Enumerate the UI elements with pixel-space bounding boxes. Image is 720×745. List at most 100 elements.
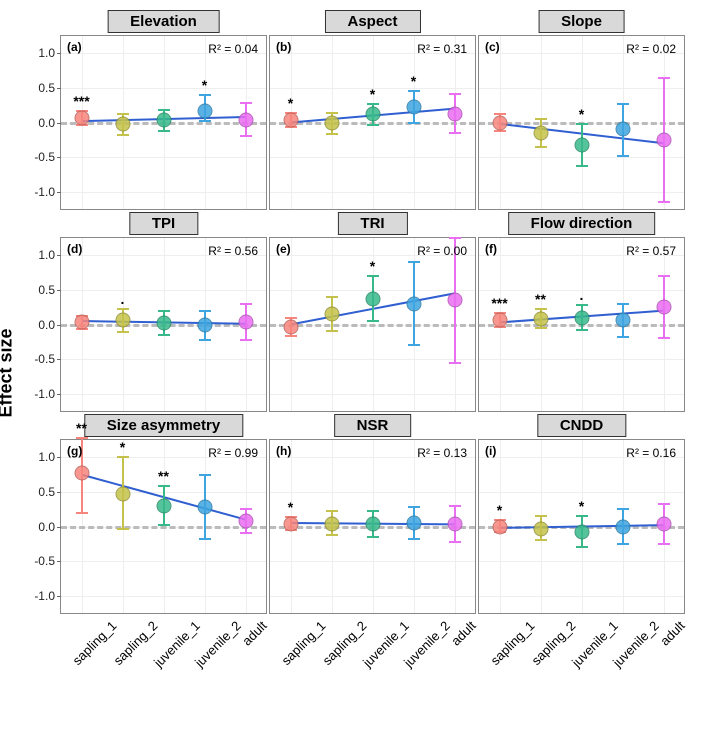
significance-marker: * xyxy=(288,499,293,515)
panel: Flow direction*****.(f)R² = 0.57 xyxy=(478,237,685,412)
error-cap xyxy=(617,336,629,338)
data-point xyxy=(492,313,507,328)
error-cap xyxy=(76,512,88,514)
significance-marker: * xyxy=(370,86,375,102)
error-cap xyxy=(199,120,211,122)
significance-marker: * xyxy=(411,73,416,89)
error-cap xyxy=(408,90,420,92)
error-cap xyxy=(76,437,88,439)
r-squared: R² = 0.02 xyxy=(626,42,676,56)
data-point xyxy=(197,318,212,333)
x-tick-label: adult xyxy=(657,618,688,649)
significance-marker: . xyxy=(121,291,125,307)
y-tick-label: -0.5 xyxy=(34,352,55,366)
y-tick-label: 0.5 xyxy=(38,485,55,499)
data-point xyxy=(197,103,212,118)
error-cap xyxy=(158,109,170,111)
error-cap xyxy=(326,112,338,114)
error-cap xyxy=(408,538,420,540)
data-point xyxy=(492,115,507,130)
data-point xyxy=(238,112,253,127)
data-point xyxy=(533,521,548,536)
panel-cell: Size asymmetry-1.0-0.50.00.51.0*****(g)R… xyxy=(60,414,265,727)
data-point xyxy=(533,125,548,140)
significance-marker: ** xyxy=(158,468,169,484)
panel-grid: Elevation-1.0-0.50.00.51.0****(a)R² = 0.… xyxy=(60,10,683,727)
error-cap xyxy=(199,339,211,341)
error-cap xyxy=(240,303,252,305)
error-cap xyxy=(576,329,588,331)
panel-letter: (a) xyxy=(67,40,82,54)
error-cap xyxy=(367,536,379,538)
error-cap xyxy=(658,543,670,545)
error-cap xyxy=(199,538,211,540)
error-cap xyxy=(617,103,629,105)
error-cap xyxy=(285,335,297,337)
error-cap xyxy=(326,534,338,536)
error-cap xyxy=(240,339,252,341)
error-cap xyxy=(199,94,211,96)
panel-title: Aspect xyxy=(324,10,420,33)
r-squared: R² = 0.31 xyxy=(417,42,467,56)
error-cap xyxy=(535,118,547,120)
significance-marker: * xyxy=(288,95,293,111)
data-point xyxy=(156,498,171,513)
y-tick-label: 0.5 xyxy=(38,283,55,297)
error-cap xyxy=(367,320,379,322)
r-squared: R² = 0.00 xyxy=(417,244,467,258)
y-tick-label: 0.5 xyxy=(38,81,55,95)
data-point xyxy=(238,513,253,528)
r-squared: R² = 0.56 xyxy=(208,244,258,258)
data-point xyxy=(615,519,630,534)
panel-cell: Aspect***(b)R² = 0.31 xyxy=(269,10,474,208)
r-squared: R² = 0.04 xyxy=(208,42,258,56)
data-point xyxy=(406,100,421,115)
panel: Slope*(c)R² = 0.02 xyxy=(478,35,685,210)
x-tick-label: sapling_1 xyxy=(278,618,328,668)
panel: Aspect***(b)R² = 0.31 xyxy=(269,35,476,210)
error-cap xyxy=(367,510,379,512)
data-point xyxy=(365,517,380,532)
error-cap xyxy=(240,532,252,534)
significance-marker: * xyxy=(120,439,125,455)
data-point xyxy=(656,300,671,315)
error-cap xyxy=(449,237,461,239)
panel-title: Slope xyxy=(538,10,625,33)
error-cap xyxy=(199,474,211,476)
error-cap xyxy=(449,132,461,134)
error-cap xyxy=(617,543,629,545)
error-cap xyxy=(535,327,547,329)
significance-marker: * xyxy=(202,77,207,93)
error-cap xyxy=(494,130,506,132)
figure: Effect size Elevation-1.0-0.50.00.51.0**… xyxy=(0,0,720,745)
panel-letter: (d) xyxy=(67,242,82,256)
error-cap xyxy=(158,334,170,336)
significance-marker: . xyxy=(580,287,584,303)
error-cap xyxy=(658,275,670,277)
data-point xyxy=(656,132,671,147)
error-cap xyxy=(117,113,129,115)
data-point xyxy=(324,307,339,322)
panel-letter: (e) xyxy=(276,242,291,256)
panel-letter: (g) xyxy=(67,444,82,458)
data-point xyxy=(74,111,89,126)
error-cap xyxy=(240,135,252,137)
x-tick-label: adult xyxy=(239,618,270,649)
data-point xyxy=(115,486,130,501)
data-point xyxy=(156,113,171,128)
x-tick-label: sapling_1 xyxy=(487,618,537,668)
x-tick-label: sapling_1 xyxy=(69,618,119,668)
error-cap xyxy=(535,515,547,517)
y-axis-label: Effect size xyxy=(0,328,17,417)
data-point xyxy=(365,107,380,122)
error-cap xyxy=(576,546,588,548)
data-point xyxy=(115,116,130,131)
error-cap xyxy=(576,515,588,517)
error-cap xyxy=(658,201,670,203)
error-cap xyxy=(535,146,547,148)
panel-cell: CNDD**(i)R² = 0.16sapling_1sapling_2juve… xyxy=(478,414,683,727)
error-cap xyxy=(117,331,129,333)
y-tick-label: -0.5 xyxy=(34,554,55,568)
y-tick-label: 0.0 xyxy=(38,520,55,534)
error-cap xyxy=(408,506,420,508)
